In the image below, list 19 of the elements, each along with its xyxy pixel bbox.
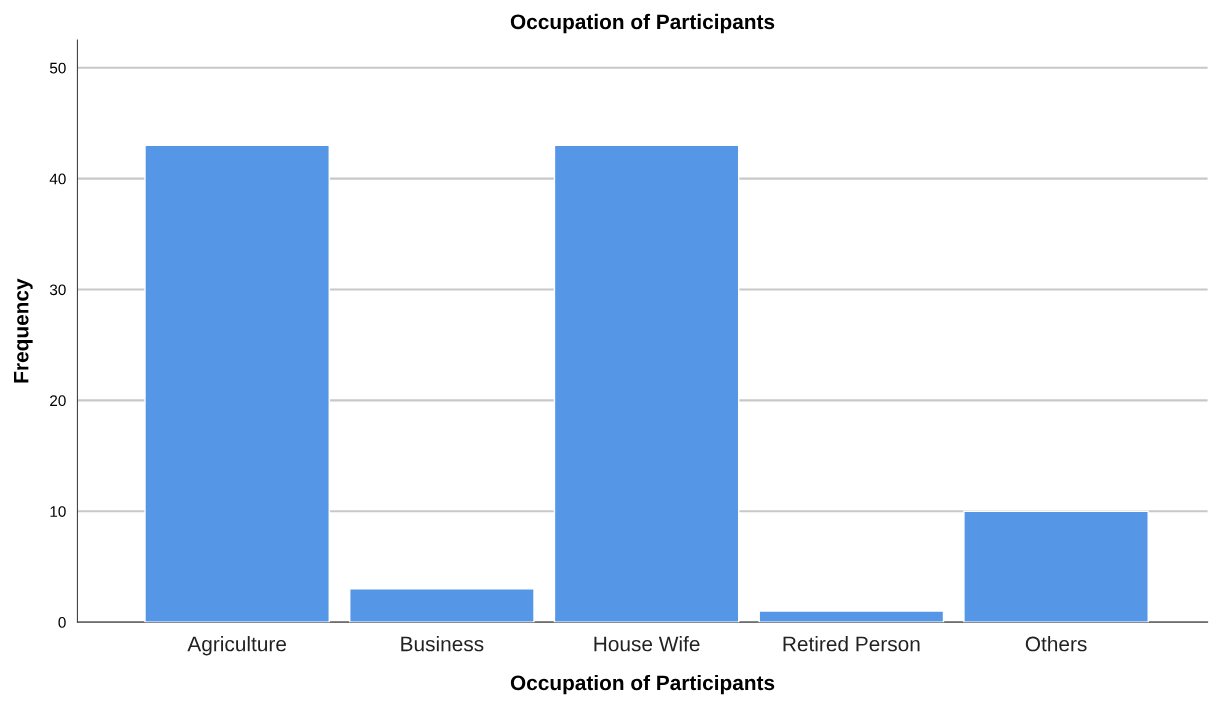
chart-title: Occupation of Participants <box>510 13 775 34</box>
bar <box>144 144 330 623</box>
y-tick-label: 10 <box>50 506 66 517</box>
x-tick-label: Business <box>401 636 484 652</box>
x-axis-title: Occupation of Participants <box>510 674 775 695</box>
x-tick-label: House Wife <box>594 636 700 652</box>
x-tick-label: Retired Person <box>783 636 920 652</box>
x-tick-label: Agriculture <box>187 636 286 656</box>
x-tick-label: Others <box>1025 636 1087 652</box>
y-tick-label: 30 <box>49 284 66 296</box>
bar <box>553 144 740 623</box>
y-axis-title: Frequency <box>14 278 33 383</box>
bar <box>758 610 945 623</box>
y-tick-label: 50 <box>49 62 66 74</box>
bar <box>963 510 1149 623</box>
y-tick-label: 0 <box>58 617 66 628</box>
bar <box>349 588 535 623</box>
y-tick-label: 40 <box>49 173 66 185</box>
y-tick-label: 20 <box>50 395 66 407</box>
